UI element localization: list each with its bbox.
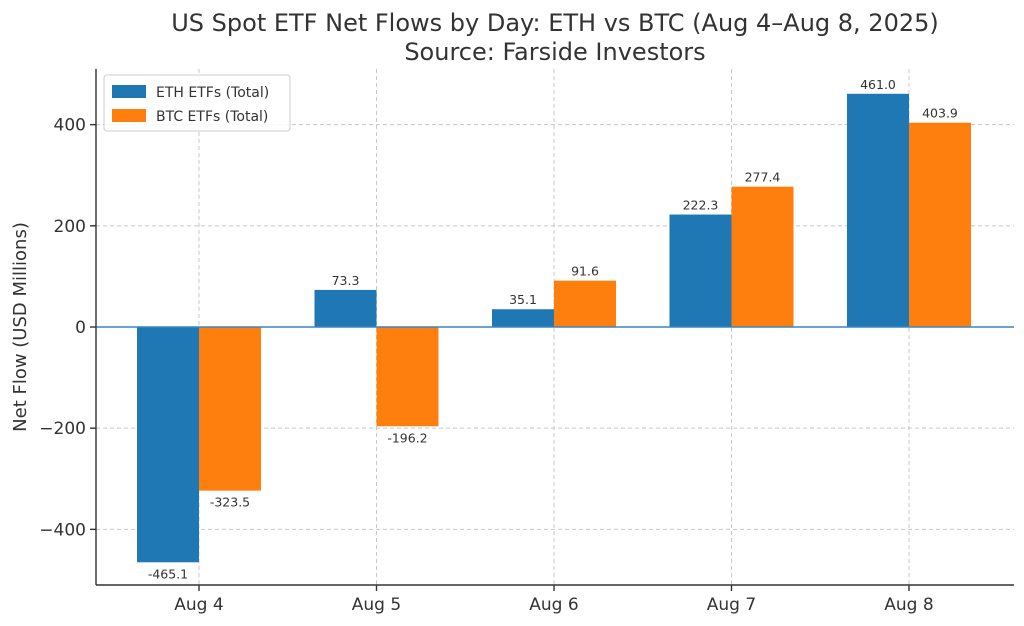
x-tick-label: Aug 5 — [352, 595, 401, 615]
data-label: -196.2 — [387, 430, 427, 445]
data-label: 277.4 — [745, 170, 781, 185]
chart-subtitle: Source: Farside Investors — [404, 38, 705, 66]
legend-swatch — [112, 109, 146, 122]
legend-label: BTC ETFs (Total) — [156, 109, 268, 125]
data-label: 461.0 — [860, 77, 896, 92]
chart-title: US Spot ETF Net Flows by Day: ETH vs BTC… — [171, 9, 939, 37]
legend-swatch — [112, 85, 146, 98]
legend-label: ETH ETFs (Total) — [156, 85, 269, 101]
y-tick-label: −200 — [39, 419, 86, 439]
bar — [909, 122, 971, 327]
data-label: -323.5 — [210, 495, 250, 510]
axes: −400 −200 0 200 400 Aug 4 Aug 5 Aug 6 Aug 7 Aug 8 — [39, 69, 1014, 615]
data-label: 35.1 — [509, 292, 537, 307]
y-axis-label: Net Flow (USD Millions) — [10, 222, 31, 432]
y-tick-label: 0 — [75, 318, 86, 338]
data-label: 73.3 — [332, 273, 360, 288]
data-labels: -465.1 73.3 35.1 222.3 461.0 -323.5 -196.2 91.6… — [148, 77, 958, 581]
y-tick-label: −400 — [39, 520, 86, 540]
y-tick-label: 400 — [54, 116, 86, 136]
data-label: 222.3 — [683, 198, 719, 213]
bar — [492, 309, 554, 327]
data-label: -465.1 — [148, 566, 188, 581]
bar — [314, 289, 377, 327]
bar — [199, 327, 261, 491]
bar — [731, 186, 794, 327]
x-tick-label: Aug 6 — [529, 595, 578, 615]
bar — [669, 214, 732, 327]
bar — [847, 93, 909, 327]
bars — [137, 93, 971, 563]
bar — [137, 327, 199, 563]
data-label: 403.9 — [922, 106, 958, 121]
legend: ETH ETFs (Total) BTC ETFs (Total) — [103, 74, 291, 132]
x-tick-label: Aug 7 — [707, 595, 756, 615]
x-tick-label: Aug 4 — [174, 595, 223, 615]
y-tick-label: 200 — [54, 217, 86, 237]
legend-box — [103, 74, 291, 132]
bar — [554, 280, 616, 327]
bar — [376, 327, 439, 427]
data-label: 91.6 — [571, 264, 599, 279]
x-tick-label: Aug 8 — [884, 595, 933, 615]
